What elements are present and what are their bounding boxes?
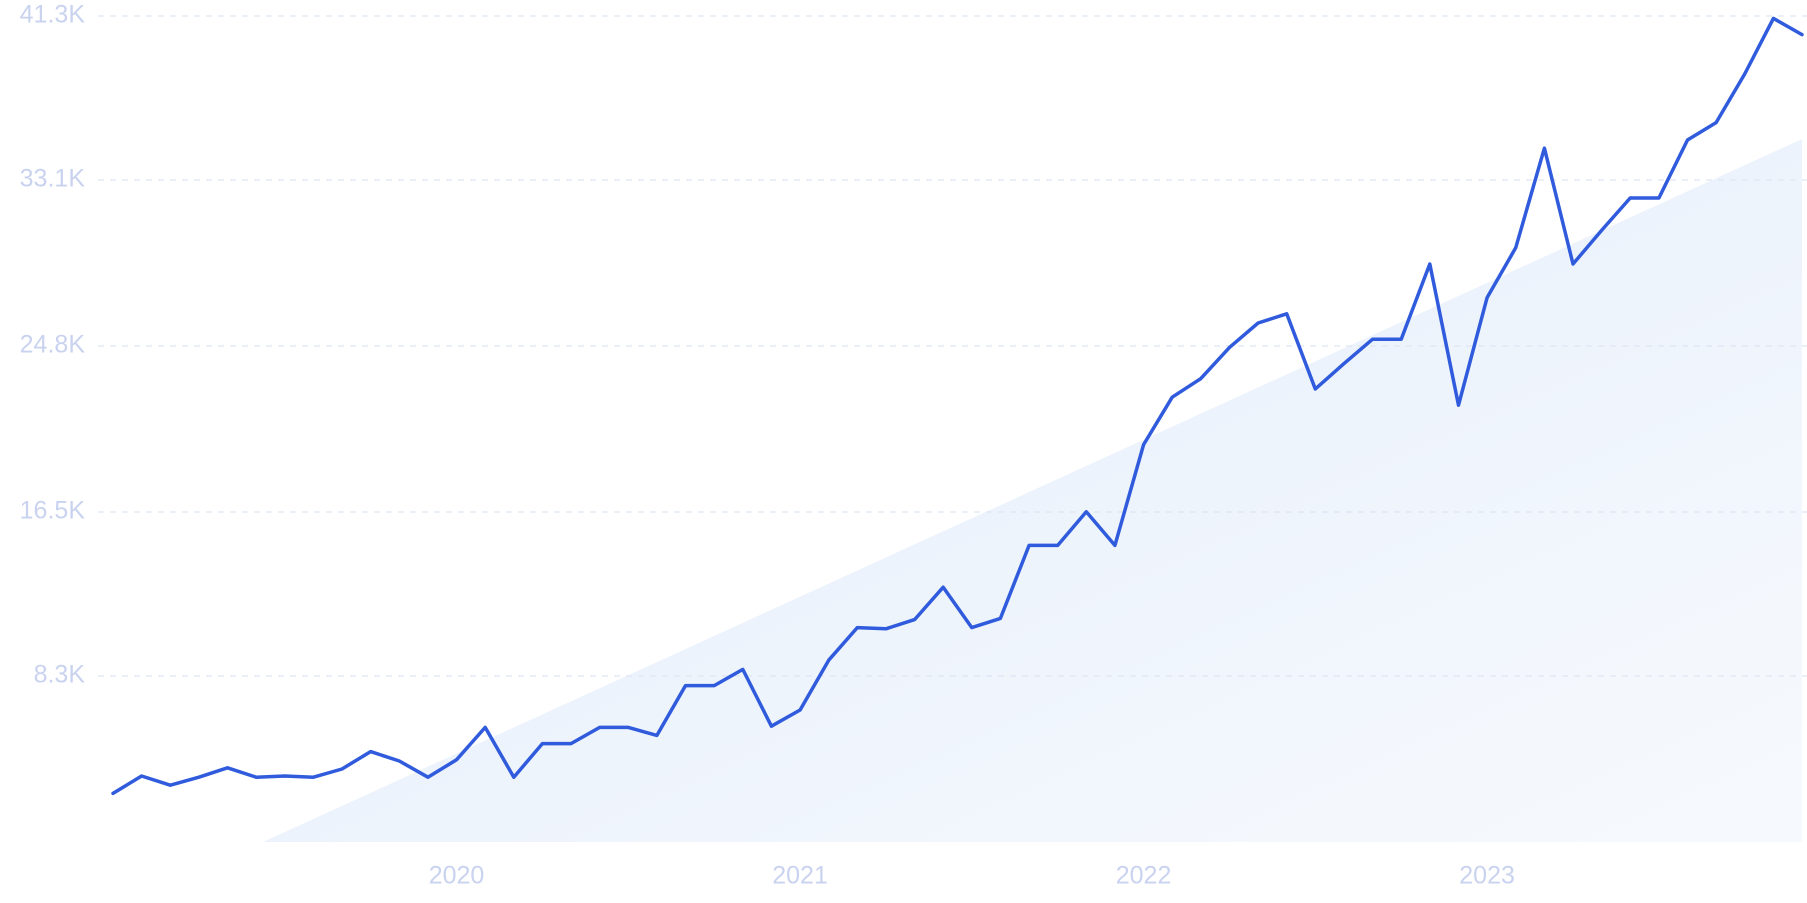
x-tick-label: 2023 (1459, 862, 1515, 890)
y-tick-label: 16.5K (20, 497, 86, 525)
data-line (111, 16, 1804, 796)
x-tick-label: 2020 (429, 862, 485, 890)
y-tick-label: 41.3K (20, 1, 86, 29)
x-tick-label: 2022 (1116, 862, 1172, 890)
trend-area (263, 139, 1802, 842)
y-tick-label: 33.1K (20, 165, 86, 193)
x-tick-label: 2021 (772, 862, 828, 890)
y-tick-label: 24.8K (20, 331, 86, 359)
y-tick-label: 8.3K (34, 661, 86, 689)
